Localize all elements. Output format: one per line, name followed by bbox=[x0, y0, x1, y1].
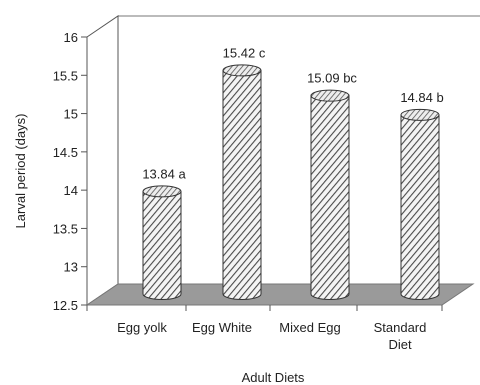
x-axis-title: Adult Diets bbox=[242, 370, 305, 385]
bar-top bbox=[142, 185, 182, 198]
data-label: 13.84 a bbox=[142, 166, 186, 181]
bar-top bbox=[222, 64, 262, 77]
y-axis: 12.5 13 13.5 14 14.5 15 15.5 16 bbox=[53, 30, 87, 313]
data-label: 15.09 bc bbox=[307, 71, 357, 86]
bar bbox=[142, 185, 182, 300]
bar-body bbox=[400, 114, 440, 300]
y-tick-label: 14.5 bbox=[53, 145, 78, 160]
bar-body bbox=[310, 95, 350, 300]
category-label: Egg White bbox=[192, 320, 252, 335]
data-labels: 13.84 a 15.42 c 15.09 bc 14.84 b bbox=[142, 45, 443, 181]
side-wall bbox=[86, 15, 119, 306]
category-label: Egg yolk bbox=[117, 320, 167, 335]
category-label: Mixed Egg bbox=[279, 320, 340, 335]
bar-top bbox=[400, 108, 440, 121]
bar-body bbox=[222, 69, 262, 300]
back-wall bbox=[118, 16, 480, 284]
y-tick-label: 15 bbox=[64, 107, 78, 122]
category-label: Diet bbox=[388, 337, 412, 352]
floor bbox=[85, 283, 475, 306]
y-tick-label: 15.5 bbox=[53, 68, 78, 83]
bar-top bbox=[310, 89, 350, 102]
bar-body bbox=[142, 190, 182, 300]
data-label: 14.84 b bbox=[400, 90, 443, 105]
y-tick-label: 12.5 bbox=[53, 298, 78, 313]
chart-frame bbox=[85, 15, 480, 306]
y-tick-label: 14 bbox=[64, 183, 78, 198]
y-tick-label: 16 bbox=[64, 30, 78, 45]
bar bbox=[222, 64, 262, 300]
y-axis-title: Larval period (days) bbox=[13, 114, 28, 229]
bar bbox=[310, 89, 350, 300]
y-tick-label: 13.5 bbox=[53, 221, 78, 236]
bar bbox=[400, 108, 440, 300]
bars bbox=[142, 64, 440, 300]
x-axis: Egg yolk Egg White Mixed Egg Standard Diet bbox=[86, 305, 443, 352]
category-label: Standard bbox=[374, 320, 427, 335]
data-label: 15.42 c bbox=[223, 45, 266, 60]
y-tick-label: 13 bbox=[64, 260, 78, 275]
